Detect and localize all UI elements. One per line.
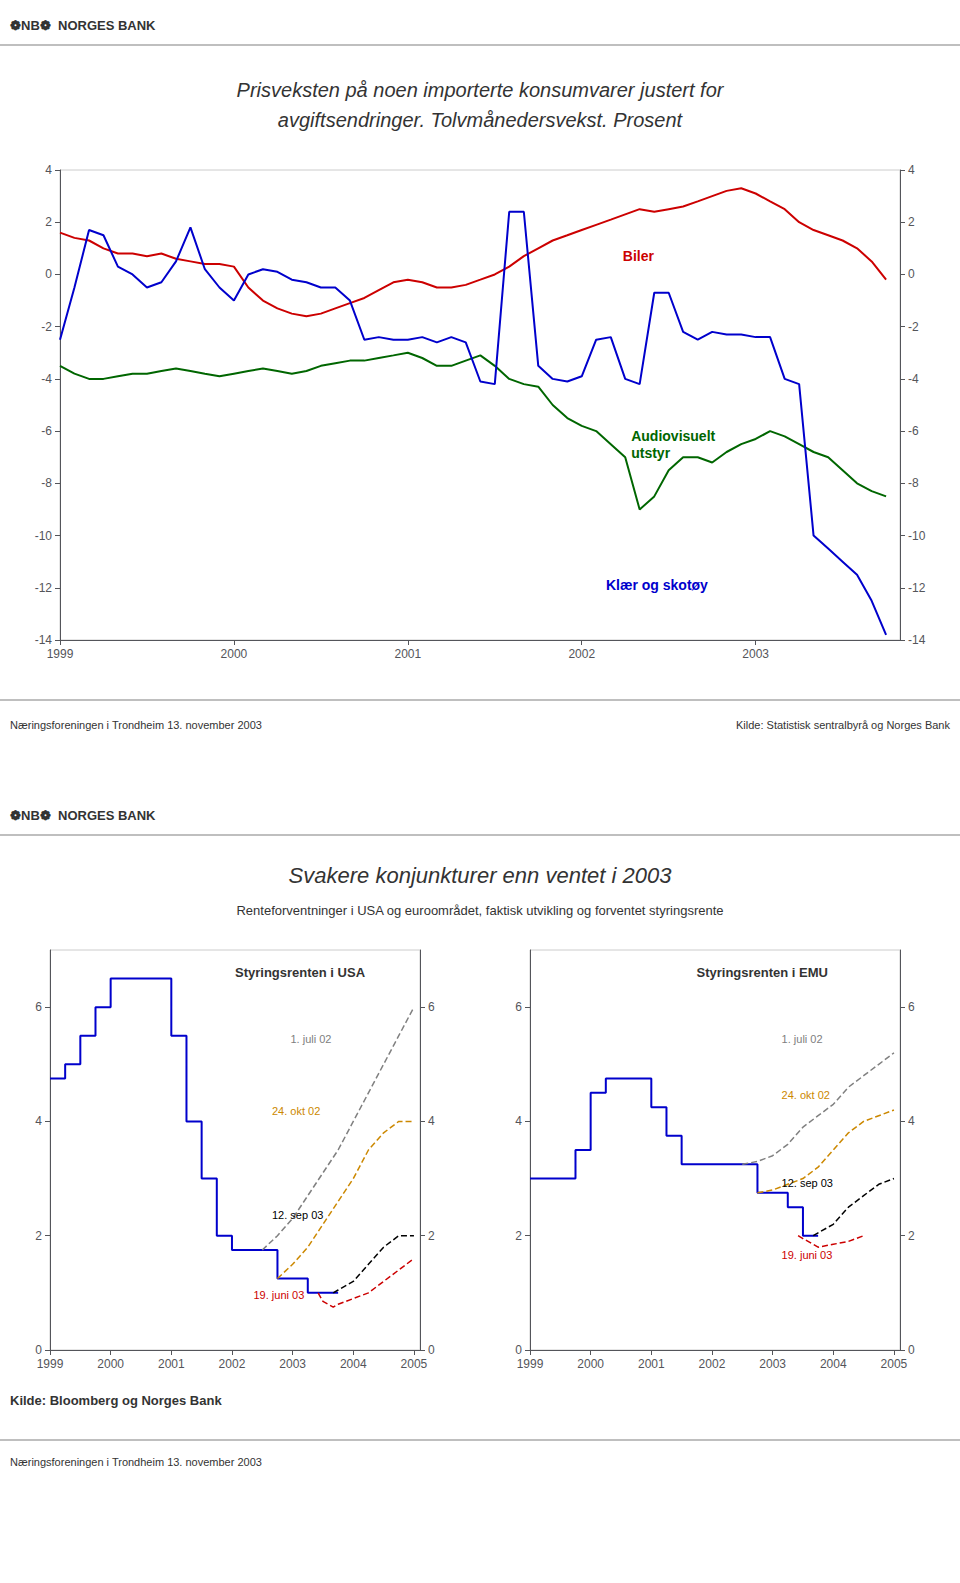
svg-text:-8: -8 <box>41 476 52 490</box>
svg-text:2004: 2004 <box>820 1357 847 1371</box>
svg-text:24. okt 02: 24. okt 02 <box>782 1089 830 1101</box>
svg-text:Næringsforeningen i Trondheim: Næringsforeningen i Trondheim 13. novemb… <box>10 1456 262 1468</box>
svg-text:4: 4 <box>908 1114 915 1128</box>
svg-text:2000: 2000 <box>97 1357 124 1371</box>
svg-text:19. juni 03: 19. juni 03 <box>782 1249 833 1261</box>
svg-text:1999: 1999 <box>47 647 74 661</box>
svg-text:-12: -12 <box>908 581 926 595</box>
svg-text:6: 6 <box>515 1000 522 1014</box>
svg-text:-10: -10 <box>35 529 53 543</box>
svg-text:2000: 2000 <box>221 647 248 661</box>
svg-text:4: 4 <box>515 1114 522 1128</box>
svg-text:0: 0 <box>428 1343 435 1357</box>
svg-text:2003: 2003 <box>759 1357 786 1371</box>
svg-text:6: 6 <box>35 1000 42 1014</box>
svg-text:2002: 2002 <box>219 1357 246 1371</box>
svg-text:6: 6 <box>908 1000 915 1014</box>
svg-text:2001: 2001 <box>394 647 421 661</box>
svg-text:0: 0 <box>908 267 915 281</box>
svg-text:-2: -2 <box>41 320 52 334</box>
svg-text:Audiovisuelt: Audiovisuelt <box>631 428 715 444</box>
svg-text:Biler: Biler <box>623 248 655 264</box>
svg-text:2: 2 <box>45 215 52 229</box>
svg-text:Prisveksten på noen importerte: Prisveksten på noen importerte konsumvar… <box>237 79 725 101</box>
svg-text:2004: 2004 <box>340 1357 367 1371</box>
svg-text:Klær og skotøy: Klær og skotøy <box>606 577 708 593</box>
svg-text:-8: -8 <box>908 476 919 490</box>
svg-text:-14: -14 <box>908 633 926 647</box>
svg-text:0: 0 <box>515 1343 522 1357</box>
svg-text:2001: 2001 <box>638 1357 665 1371</box>
svg-text:2005: 2005 <box>401 1357 428 1371</box>
svg-text:2000: 2000 <box>577 1357 604 1371</box>
svg-text:Svakere konjunkturer enn vente: Svakere konjunkturer enn ventet i 2003 <box>289 863 673 888</box>
svg-text:❁NB❁ NORGES BANK: ❁NB❁ NORGES BANK <box>10 808 156 823</box>
svg-text:avgiftsendringer. Tolvmåneders: avgiftsendringer. Tolvmånedersvekst. Pro… <box>278 109 684 131</box>
svg-text:4: 4 <box>908 163 915 177</box>
svg-text:1999: 1999 <box>517 1357 544 1371</box>
svg-text:-6: -6 <box>41 424 52 438</box>
svg-text:2: 2 <box>428 1229 435 1243</box>
svg-text:-6: -6 <box>908 424 919 438</box>
svg-text:24. okt 02: 24. okt 02 <box>272 1105 320 1117</box>
svg-text:0: 0 <box>45 267 52 281</box>
svg-text:-4: -4 <box>908 372 919 386</box>
svg-text:19. juni 03: 19. juni 03 <box>254 1289 305 1301</box>
svg-text:2: 2 <box>35 1229 42 1243</box>
svg-text:1. juli 02: 1. juli 02 <box>782 1033 823 1045</box>
svg-text:2002: 2002 <box>699 1357 726 1371</box>
svg-text:Styringsrenten i USA: Styringsrenten i USA <box>235 965 366 980</box>
svg-text:1999: 1999 <box>37 1357 64 1371</box>
svg-text:2002: 2002 <box>568 647 595 661</box>
svg-text:0: 0 <box>908 1343 915 1357</box>
svg-text:12. sep 03: 12. sep 03 <box>782 1177 833 1189</box>
svg-text:2: 2 <box>515 1229 522 1243</box>
svg-text:-14: -14 <box>35 633 53 647</box>
svg-text:2003: 2003 <box>742 647 769 661</box>
svg-text:4: 4 <box>35 1114 42 1128</box>
svg-text:2003: 2003 <box>279 1357 306 1371</box>
svg-text:4: 4 <box>428 1114 435 1128</box>
svg-text:-4: -4 <box>41 372 52 386</box>
svg-text:Kilde: Bloomberg og Norges Ban: Kilde: Bloomberg og Norges Bank <box>10 1393 222 1408</box>
svg-text:Styringsrenten i EMU: Styringsrenten i EMU <box>697 965 828 980</box>
svg-text:4: 4 <box>45 163 52 177</box>
svg-text:2: 2 <box>908 215 915 229</box>
svg-text:2005: 2005 <box>881 1357 908 1371</box>
svg-text:-10: -10 <box>908 529 926 543</box>
svg-text:2: 2 <box>908 1229 915 1243</box>
svg-text:❁NB❁ NORGES BANK: ❁NB❁ NORGES BANK <box>10 18 156 33</box>
svg-text:12. sep 03: 12. sep 03 <box>272 1209 323 1221</box>
svg-text:Kilde: Statistisk sentralbyrå: Kilde: Statistisk sentralbyrå og Norges … <box>736 719 950 731</box>
svg-text:-2: -2 <box>908 320 919 334</box>
svg-text:utstyr: utstyr <box>631 445 670 461</box>
svg-text:1. juli 02: 1. juli 02 <box>291 1033 332 1045</box>
svg-text:Næringsforeningen i Trondheim: Næringsforeningen i Trondheim 13. novemb… <box>10 719 262 731</box>
svg-text:0: 0 <box>35 1343 42 1357</box>
svg-text:-12: -12 <box>35 581 53 595</box>
svg-text:Renteforventninger i USA og eu: Renteforventninger i USA og euroområdet,… <box>236 903 723 918</box>
svg-text:6: 6 <box>428 1000 435 1014</box>
svg-text:2001: 2001 <box>158 1357 185 1371</box>
